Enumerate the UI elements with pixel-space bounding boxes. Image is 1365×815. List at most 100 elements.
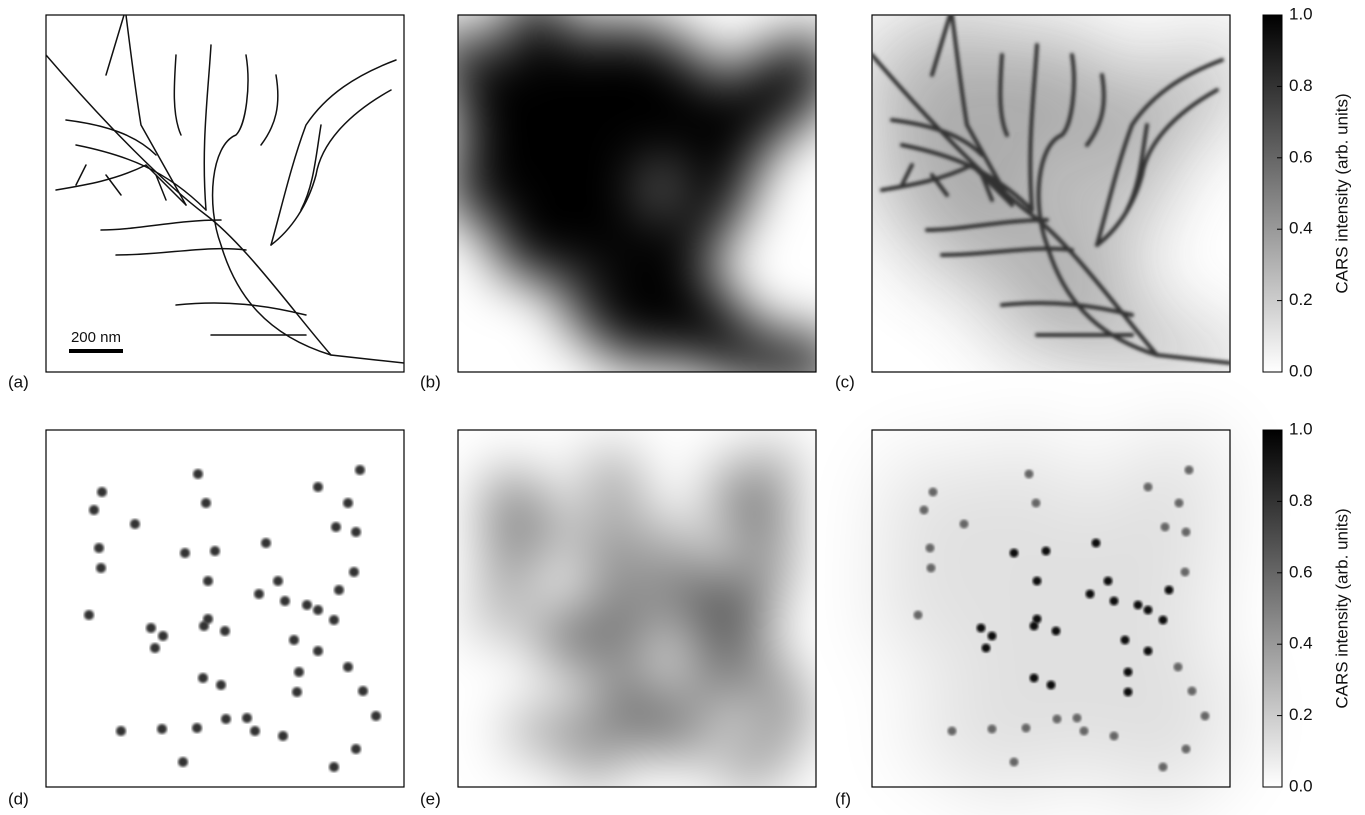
colorbar-tick-label: 0.6 — [1289, 147, 1313, 166]
panel-label: (c) — [835, 372, 855, 391]
particle — [96, 563, 106, 573]
particle — [1010, 549, 1019, 558]
panel-label: (f) — [835, 789, 851, 808]
particle — [355, 465, 365, 475]
particle — [1033, 577, 1042, 586]
particle — [1124, 688, 1133, 697]
particle — [1188, 687, 1197, 696]
particle — [1185, 466, 1194, 475]
particle — [180, 548, 190, 558]
particle-blur — [720, 741, 772, 793]
particle-blur — [669, 710, 721, 762]
particle — [294, 667, 304, 677]
colorbar-tick-label: 1.0 — [1289, 4, 1313, 23]
particle — [130, 519, 140, 529]
particle — [920, 506, 929, 515]
particle — [273, 576, 283, 586]
particle — [343, 498, 353, 508]
particle — [1110, 597, 1119, 606]
particle — [349, 567, 359, 577]
reconstructed-image — [872, 15, 1230, 363]
particle — [313, 482, 323, 492]
particle — [302, 600, 312, 610]
dendrite — [46, 15, 404, 363]
particle — [1025, 470, 1034, 479]
particle — [254, 589, 264, 599]
particle — [988, 725, 997, 734]
particle-blur — [475, 589, 527, 641]
colorbar — [1263, 430, 1282, 787]
panel-label: (d) — [8, 789, 29, 808]
particle — [289, 635, 299, 645]
particle — [988, 632, 997, 641]
particle — [1181, 568, 1190, 577]
particle — [94, 543, 104, 553]
colorbar-tick-label: 0.4 — [1289, 219, 1313, 238]
particle — [343, 662, 353, 672]
particle — [1047, 681, 1056, 690]
particle — [1033, 615, 1042, 624]
colorbar-tick-label: 0.8 — [1289, 76, 1313, 95]
particle — [97, 487, 107, 497]
particle — [210, 546, 220, 556]
panel-label: (a) — [8, 372, 29, 391]
blurred-image — [475, 444, 814, 793]
scale-bar-label: 200 nm — [71, 329, 121, 346]
particle — [926, 544, 935, 553]
particle — [948, 727, 957, 736]
particle — [1104, 577, 1113, 586]
particle — [371, 711, 381, 721]
particle — [1010, 758, 1019, 767]
particle — [1073, 714, 1082, 723]
particle — [1030, 674, 1039, 683]
particle — [982, 644, 991, 653]
particle — [192, 723, 202, 733]
particle — [1159, 616, 1168, 625]
particle — [331, 522, 341, 532]
colorbar-tick-label: 0.6 — [1289, 562, 1313, 581]
colorbars: 0.0 0.2 0.4 0.6 0.8 1.0 CARS intensity (arb. u… — [1263, 4, 1351, 795]
particle-blur — [611, 605, 663, 657]
particle — [1144, 483, 1153, 492]
reconstructed-image — [875, 430, 1242, 807]
particle — [1182, 745, 1191, 754]
particle — [146, 623, 156, 633]
particle — [89, 505, 99, 515]
particle — [216, 680, 226, 690]
particle — [1080, 727, 1089, 736]
particle — [280, 596, 290, 606]
colorbar-tick-label: 0.0 — [1289, 361, 1313, 380]
particle-blur — [725, 564, 777, 616]
particle — [977, 624, 986, 633]
particle — [203, 576, 213, 586]
particle — [329, 615, 339, 625]
particle — [927, 564, 936, 573]
particle — [220, 626, 230, 636]
blurred-image — [458, 15, 816, 363]
particle — [1092, 539, 1101, 548]
colorbar-tick-label: 0.8 — [1289, 491, 1313, 510]
colorbar-tick-label: 1.0 — [1289, 419, 1313, 438]
colorbar-tick-label: 0.2 — [1289, 290, 1313, 309]
particle — [351, 744, 361, 754]
particle — [1110, 732, 1119, 741]
particle — [1144, 647, 1153, 656]
colorbar-label: CARS intensity (arb. units) — [1332, 508, 1351, 708]
particle — [313, 646, 323, 656]
colorbar-label: CARS intensity (arb. units) — [1332, 93, 1351, 293]
particle — [960, 520, 969, 529]
particle — [1182, 528, 1191, 537]
particle — [221, 714, 231, 724]
particle — [1144, 606, 1153, 615]
particle — [1032, 499, 1041, 508]
particle — [334, 585, 344, 595]
particle-blur — [722, 501, 774, 553]
particle — [1053, 715, 1062, 724]
particle — [914, 611, 923, 620]
particle — [116, 726, 126, 736]
particle — [193, 469, 203, 479]
particle — [1052, 627, 1061, 636]
particle — [198, 673, 208, 683]
particle — [250, 726, 260, 736]
particle — [1201, 712, 1210, 721]
